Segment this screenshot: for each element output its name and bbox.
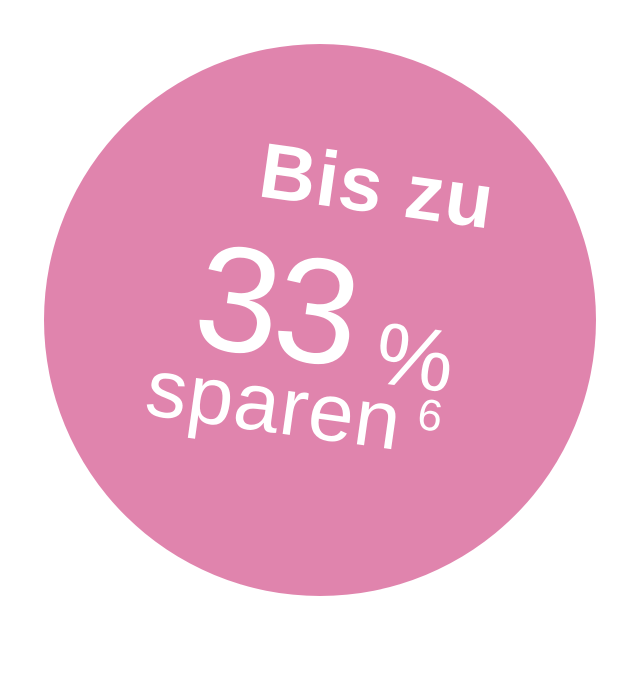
discount-badge [44, 44, 596, 596]
badge-line-sparen: sparen [140, 342, 408, 468]
badge-footnote-marker: 6 [414, 389, 446, 442]
